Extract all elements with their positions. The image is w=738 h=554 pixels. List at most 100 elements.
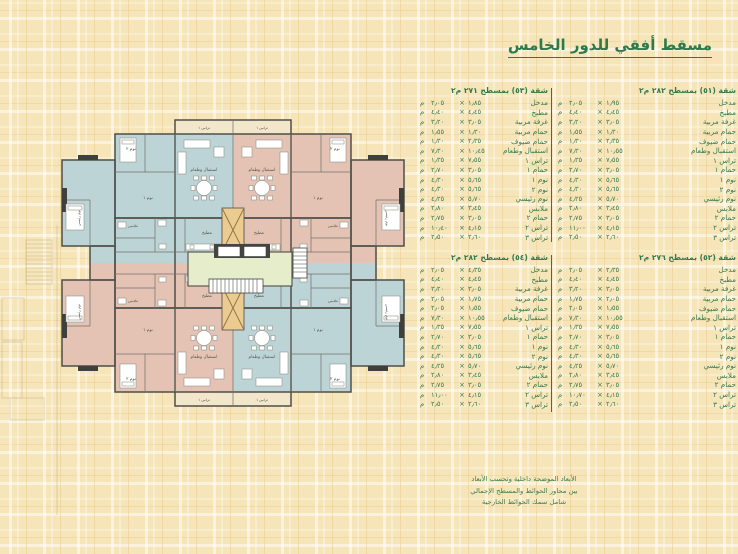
times-sign: × bbox=[597, 213, 603, 222]
room-list: م ٢٫٠٥ × ١٫٨٥ مدخل م ٤٫٤٠ × ٤٫٤٥ مطبخ م … bbox=[420, 98, 548, 242]
times-sign: × bbox=[459, 146, 465, 155]
table-row: م ١٫٣٥ × ٧٫٥٥ تراس ١ bbox=[420, 323, 548, 333]
room-name: غرفة مربية bbox=[514, 284, 548, 294]
room-name: تراس ١ bbox=[525, 155, 548, 165]
dimension-1: ٣٫٠٥ bbox=[606, 284, 620, 293]
dimension-2: ٢٫٧٥ bbox=[431, 213, 445, 222]
times-sign: × bbox=[597, 223, 603, 232]
room-name: تراس ١ bbox=[713, 322, 736, 332]
table-divider-bottom bbox=[551, 255, 553, 412]
unit-label: م bbox=[558, 204, 563, 213]
room-name: مطبخ bbox=[719, 107, 736, 117]
note-line: شامل سمك الحوائط الخارجية bbox=[481, 498, 567, 507]
times-sign: × bbox=[597, 204, 603, 213]
table-row: م ١٫٣٠ × ٢٫٣٥ حمام ضيوف bbox=[558, 136, 736, 146]
times-sign: × bbox=[459, 233, 465, 242]
room-name: حمام ضيوف bbox=[699, 303, 736, 313]
room-list: م ٢٫٠٥ × ١٫٩٥ مدخل م ٤٫٤٠ × ٤٫٤٥ مطبخ م … bbox=[558, 98, 736, 242]
unit-label: م bbox=[558, 213, 563, 222]
room-list: م ٢٫٠٥ × ٢٫٣٥ مدخل م ٤٫٤٠ × ٤٫٤٥ مطبخ م … bbox=[558, 265, 736, 409]
dimension-1: ٢٫٦٠ bbox=[606, 233, 620, 242]
room-label: استقبال وطعام bbox=[249, 355, 276, 360]
room-label: ملابس bbox=[328, 224, 338, 228]
room-label: نوم رئيسي bbox=[77, 210, 82, 226]
room-name: تراس ٣ bbox=[525, 232, 548, 242]
dimension-2: ١٫٣٠ bbox=[569, 137, 583, 146]
apartment-header: شقة (٥٢) بمسطح ٢٧٦ م٢ bbox=[638, 253, 736, 262]
table-row: م ٧٫٣٠ × ١٠٫٥٥ استقبال وطعام bbox=[420, 313, 548, 323]
unit-label: م bbox=[420, 223, 425, 232]
unit-label: م bbox=[420, 108, 425, 117]
dimension-2: ٢٫٨٠ bbox=[431, 204, 445, 213]
dimension-1: ٤٫١٥ bbox=[606, 390, 620, 399]
room-name: حمام ٢ bbox=[714, 213, 736, 223]
dimension-1: ٥٫٦٥ bbox=[468, 185, 482, 194]
times-sign: × bbox=[597, 117, 603, 126]
room-name: حمام ١ bbox=[526, 165, 548, 175]
unit-label: م bbox=[558, 223, 563, 232]
room-label: نوم رئيسي bbox=[77, 304, 82, 320]
unit-label: م bbox=[420, 265, 425, 274]
times-sign: × bbox=[459, 137, 465, 146]
dimension-2: ٢٫٥٠ bbox=[569, 233, 583, 242]
room-name: ملابس bbox=[716, 370, 736, 380]
dimension-2: ٤٫٢٥ bbox=[431, 194, 445, 203]
times-sign: × bbox=[597, 108, 603, 117]
dimension-1: ١٠٫٤٥ bbox=[468, 146, 485, 155]
dimension-1: ١٫٧٥ bbox=[468, 294, 482, 303]
times-sign: × bbox=[459, 323, 465, 332]
room-label: نوم ١ bbox=[313, 328, 323, 333]
times-sign: × bbox=[597, 185, 603, 194]
table-row: م ٢٫٥٠ × ٢٫٦٠ تراس ٣ bbox=[420, 399, 548, 409]
dimension-2: ١٫٧٥ bbox=[569, 294, 583, 303]
dimension-2: ٧٫٣٠ bbox=[431, 146, 445, 155]
dimension-1: ٤٫٤٥ bbox=[468, 108, 482, 117]
times-sign: × bbox=[597, 175, 603, 184]
room-name: نوم رئيسي bbox=[515, 194, 549, 204]
table-row: م ٤٫٢٥ × ٥٫٧٠ نوم رئيسي bbox=[558, 194, 736, 204]
table-row: م ٤٫٣٠ × ٥٫٦٥ نوم ١ bbox=[420, 175, 548, 185]
table-row: م ١١٫٠٠ × ٤٫١٥ تراس ٢ bbox=[558, 223, 736, 233]
times-sign: × bbox=[459, 380, 465, 389]
table-row: م ٤٫٣٠ × ٥٫٦٥ نوم ١ bbox=[558, 342, 736, 352]
room-name: مدخل bbox=[718, 265, 736, 275]
room-name: نوم ٢ bbox=[531, 184, 548, 194]
unit-label: م bbox=[420, 313, 425, 322]
dimension-1: ٥٫٦٥ bbox=[468, 342, 482, 351]
dimensions-note: الأبعاد الموضحة داخلية وتحسب الأبعاد بين… bbox=[448, 474, 600, 509]
unit-label: م bbox=[420, 127, 425, 136]
unit-label: م bbox=[558, 361, 563, 370]
unit-label: م bbox=[420, 146, 425, 155]
dimension-1: ٧٫٥٥ bbox=[606, 323, 620, 332]
room-name: غرفة مربية bbox=[702, 284, 736, 294]
dimension-1: ٥٫٦٥ bbox=[606, 185, 620, 194]
room-label: نوم ٢ bbox=[330, 147, 340, 152]
dimension-2: ٤٫٣٠ bbox=[569, 185, 583, 194]
times-sign: × bbox=[459, 165, 465, 174]
room-name: حمام ضيوف bbox=[699, 136, 736, 146]
table-row: م ٤٫٢٥ × ٥٫٧٠ نوم رئيسي bbox=[420, 194, 548, 204]
core-lobby bbox=[187, 207, 308, 331]
dimension-2: ١١٫٠٠ bbox=[431, 390, 448, 399]
times-sign: × bbox=[459, 294, 465, 303]
dimension-1: ١٠٫٥٥ bbox=[468, 313, 485, 322]
room-name: حمام مربية bbox=[702, 127, 736, 137]
room-label: نوم رئيسي bbox=[384, 304, 389, 320]
plan-room-labels: استقبال وطعام استقبال وطعام استقبال وطعا… bbox=[77, 126, 389, 402]
dimension-2: ١٫٣٥ bbox=[569, 156, 583, 165]
table-row: م ٢٫٠٥ × ٤٫٣٥ مدخل bbox=[420, 265, 548, 275]
dimension-2: ١٫٣٥ bbox=[431, 156, 445, 165]
dimension-1: ١٫٣٠ bbox=[606, 127, 620, 136]
room-name: حمام ٢ bbox=[526, 380, 548, 390]
apartment-table-52: شقة (٥٢) بمسطح ٢٧٦ م٢ م ٢٫٠٥ × ٢٫٣٥ مدخل… bbox=[558, 253, 736, 409]
dimension-1: ١٠٫٥٥ bbox=[606, 146, 623, 155]
dimension-1: ٢٫٦٠ bbox=[468, 400, 482, 409]
dimension-1: ٥٫٦٥ bbox=[606, 175, 620, 184]
dimension-2: ٤٫٣٠ bbox=[431, 342, 445, 351]
room-name: استقبال وطعام bbox=[691, 313, 736, 323]
times-sign: × bbox=[459, 284, 465, 293]
times-sign: × bbox=[459, 117, 465, 126]
dimension-2: ٢٫٧٥ bbox=[569, 213, 583, 222]
room-name: نوم ١ bbox=[531, 175, 548, 185]
dimension-1: ١٠٫٥٥ bbox=[606, 313, 623, 322]
